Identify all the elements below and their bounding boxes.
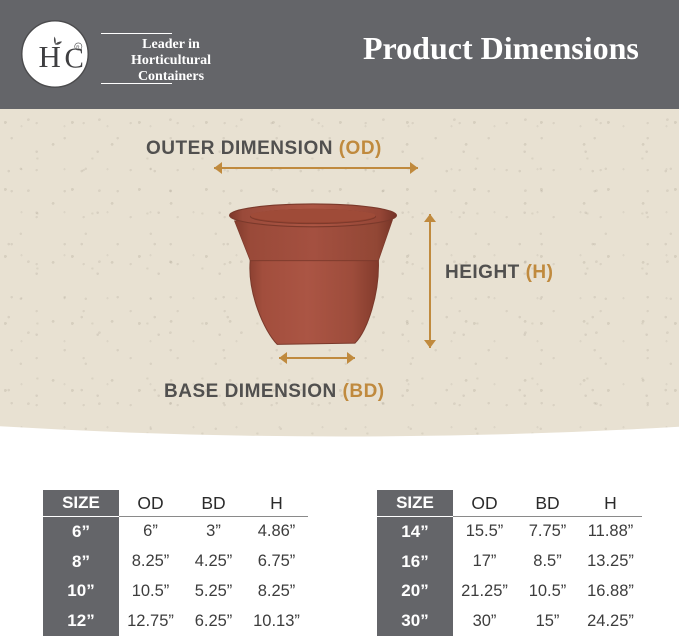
svg-text:C: C: [65, 43, 84, 75]
svg-text:H: H: [39, 39, 61, 74]
